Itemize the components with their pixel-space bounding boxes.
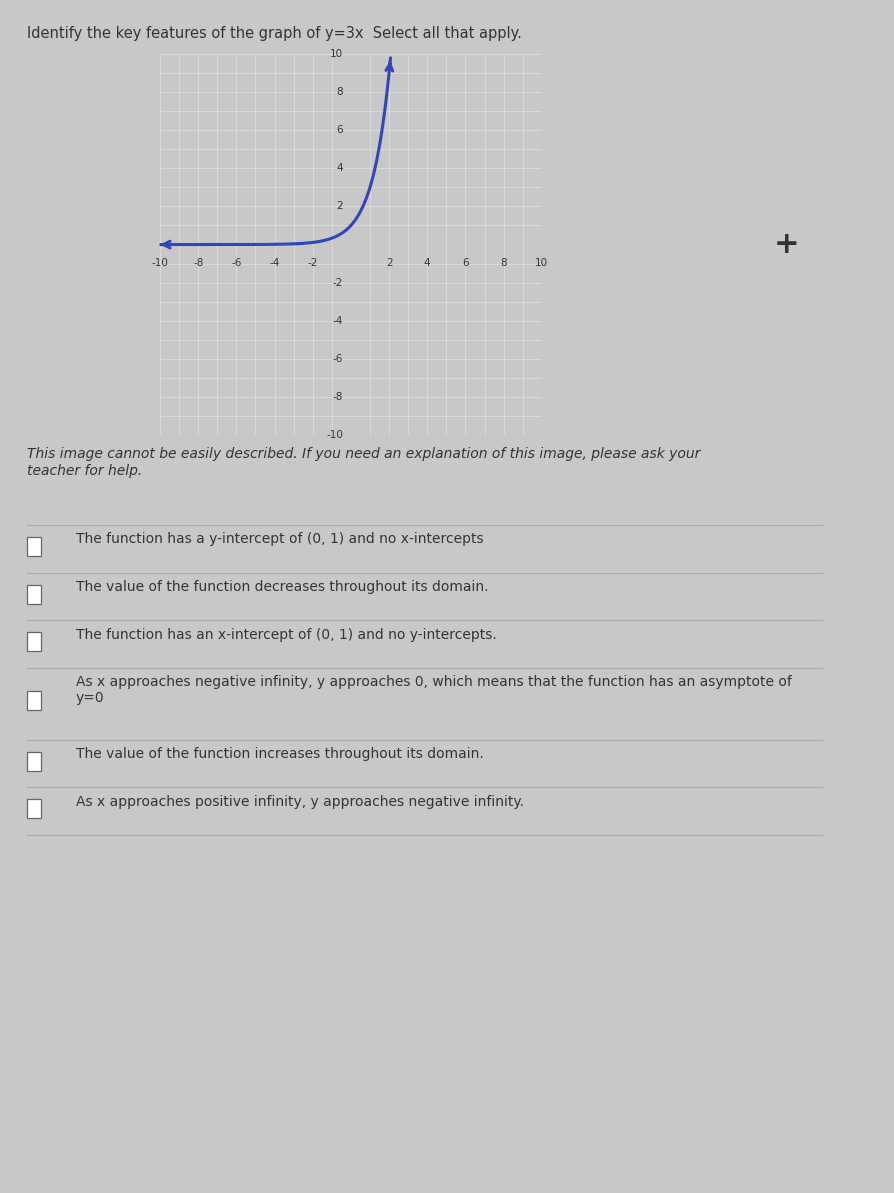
Text: This image cannot be easily described. If you need an explanation of this image,: This image cannot be easily described. I… bbox=[27, 447, 700, 477]
Text: -8: -8 bbox=[193, 258, 203, 268]
Text: -2: -2 bbox=[308, 258, 318, 268]
Text: +: + bbox=[774, 230, 799, 259]
Text: The value of the function increases throughout its domain.: The value of the function increases thro… bbox=[76, 747, 484, 761]
Text: 8: 8 bbox=[337, 87, 343, 97]
Text: -6: -6 bbox=[333, 354, 343, 364]
Text: -10: -10 bbox=[326, 431, 343, 440]
Text: -4: -4 bbox=[333, 316, 343, 326]
Text: 2: 2 bbox=[385, 258, 392, 268]
Text: 4: 4 bbox=[337, 163, 343, 173]
Text: The value of the function decreases throughout its domain.: The value of the function decreases thro… bbox=[76, 580, 488, 594]
Text: 2: 2 bbox=[337, 202, 343, 211]
Text: 10: 10 bbox=[536, 258, 548, 268]
Text: The function has a y-intercept of (0, 1) and no x-intercepts: The function has a y-intercept of (0, 1)… bbox=[76, 532, 484, 546]
Text: 10: 10 bbox=[330, 49, 343, 58]
Text: 6: 6 bbox=[462, 258, 468, 268]
Text: Identify the key features of the graph of y=3x  Select all that apply.: Identify the key features of the graph o… bbox=[27, 26, 522, 42]
Text: -6: -6 bbox=[232, 258, 241, 268]
Text: As x approaches negative infinity, y approaches 0, which means that the function: As x approaches negative infinity, y app… bbox=[76, 675, 792, 705]
Text: 4: 4 bbox=[424, 258, 431, 268]
Text: 6: 6 bbox=[337, 125, 343, 135]
Text: -10: -10 bbox=[152, 258, 168, 268]
Text: As x approaches positive infinity, y approaches negative infinity.: As x approaches positive infinity, y app… bbox=[76, 795, 524, 809]
Text: -2: -2 bbox=[333, 278, 343, 288]
Text: -8: -8 bbox=[333, 392, 343, 402]
Text: -4: -4 bbox=[269, 258, 280, 268]
Text: The function has an x-intercept of (0, 1) and no y-intercepts.: The function has an x-intercept of (0, 1… bbox=[76, 628, 497, 642]
Text: 8: 8 bbox=[501, 258, 507, 268]
